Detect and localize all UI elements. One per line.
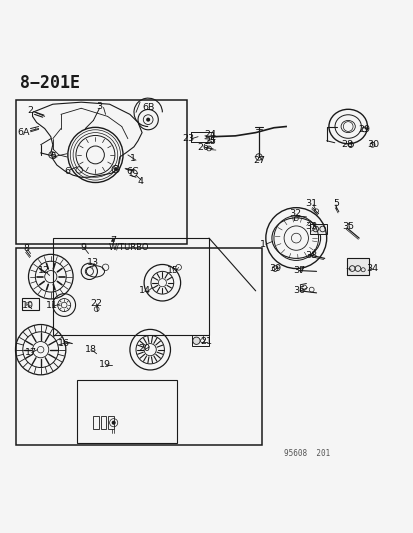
Text: 6: 6 [64, 167, 70, 176]
Text: 7: 7 [109, 236, 116, 245]
Text: 22: 22 [90, 300, 102, 308]
Text: 6C: 6C [126, 167, 139, 176]
Text: 2: 2 [27, 106, 33, 115]
Text: 1: 1 [130, 155, 136, 164]
Circle shape [192, 337, 199, 344]
Text: 6A: 6A [17, 128, 30, 137]
Circle shape [112, 421, 116, 425]
Bar [53, 238, 209, 335]
Text: 27: 27 [252, 156, 264, 165]
Bar [108, 416, 114, 429]
Bar [190, 132, 213, 142]
Text: 5: 5 [332, 199, 338, 208]
Text: 36: 36 [293, 286, 305, 295]
Circle shape [114, 167, 117, 171]
Text: 23: 23 [182, 134, 195, 143]
Text: 37: 37 [293, 266, 305, 275]
Text: 32: 32 [289, 209, 301, 218]
Bar [22, 298, 39, 310]
Text: 11: 11 [46, 301, 58, 310]
Text: 9: 9 [80, 243, 86, 252]
Text: 15: 15 [166, 266, 178, 275]
Bar [16, 248, 261, 445]
Bar [310, 224, 326, 234]
Text: 4: 4 [138, 177, 144, 186]
Bar [93, 416, 99, 429]
Text: 31: 31 [305, 199, 317, 208]
Text: 28: 28 [340, 140, 352, 149]
Text: 16: 16 [58, 339, 70, 348]
Text: 30: 30 [366, 140, 378, 149]
Text: W/TURBO: W/TURBO [109, 243, 149, 252]
Text: 8−201E: 8−201E [20, 74, 80, 92]
Circle shape [146, 118, 150, 122]
Text: 34: 34 [366, 264, 377, 273]
Bar [77, 380, 176, 443]
Text: 33: 33 [305, 222, 317, 231]
Text: RC: RC [25, 302, 32, 306]
Text: 21: 21 [200, 337, 212, 346]
Text: 10: 10 [21, 301, 33, 310]
Bar [16, 100, 186, 244]
Text: 3: 3 [96, 102, 102, 111]
Text: 24: 24 [204, 130, 216, 139]
Text: 26: 26 [197, 143, 209, 152]
Text: 5: 5 [50, 152, 56, 161]
Text: 35: 35 [341, 222, 354, 231]
Bar [191, 335, 208, 346]
Text: 12: 12 [38, 266, 50, 275]
Text: 6B: 6B [142, 103, 154, 112]
Bar [346, 259, 368, 274]
Text: 19: 19 [99, 360, 111, 369]
Text: 17: 17 [24, 348, 36, 357]
Text: 1: 1 [259, 240, 265, 249]
Text: 14: 14 [139, 286, 151, 295]
Text: 95608  201: 95608 201 [283, 449, 330, 458]
Text: 18: 18 [85, 345, 97, 354]
Text: 8: 8 [24, 244, 29, 253]
Text: 38: 38 [305, 251, 317, 260]
Text: 25: 25 [204, 137, 216, 146]
Bar [100, 416, 106, 429]
Text: 29: 29 [358, 125, 370, 134]
Text: 13: 13 [86, 258, 98, 267]
Text: 39: 39 [268, 264, 280, 273]
Text: 20: 20 [138, 344, 150, 353]
